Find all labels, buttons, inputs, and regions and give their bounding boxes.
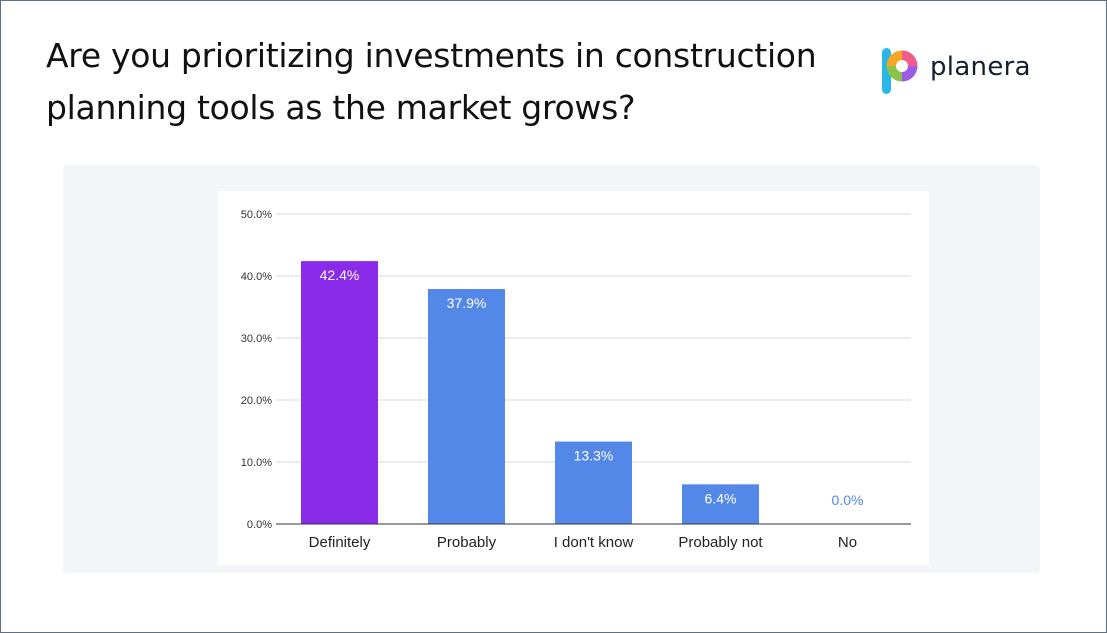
y-tick-label: 30.0%	[241, 333, 272, 345]
y-tick-label: 20.0%	[241, 395, 272, 407]
bar	[682, 484, 759, 524]
page-title: Are you prioritizing investments in cons…	[46, 36, 817, 127]
brand-name: planera	[930, 52, 1031, 82]
brand-logo: planera	[880, 44, 1050, 96]
bar	[301, 261, 378, 524]
bar-chart: 0.0% 10.0% 20.0% 30.0% 40.0% 50.0% 42.4% Defini…	[241, 209, 911, 551]
data-label: 42.4%	[320, 267, 360, 283]
x-tick-label: No	[838, 534, 857, 551]
planera-logo-icon	[882, 48, 918, 94]
y-tick-label: 0.0%	[247, 519, 272, 531]
x-tick-label: Probably not	[678, 534, 763, 551]
y-tick-label: 10.0%	[241, 457, 272, 469]
data-label: 37.9%	[447, 295, 487, 311]
data-label: 6.4%	[705, 490, 737, 506]
y-tick-label: 50.0%	[241, 209, 272, 221]
data-label: 13.3%	[574, 448, 614, 464]
chart-card: 0.0% 10.0% 20.0% 30.0% 40.0% 50.0% 42.4% Defini…	[218, 191, 929, 565]
x-tick-label: Probably	[437, 534, 497, 551]
y-tick-label: 40.0%	[241, 271, 272, 283]
bar	[555, 441, 632, 524]
data-label: 0.0%	[832, 492, 864, 508]
bar	[428, 289, 505, 524]
x-tick-label: I don't know	[554, 534, 634, 551]
x-tick-label: Definitely	[309, 534, 371, 551]
